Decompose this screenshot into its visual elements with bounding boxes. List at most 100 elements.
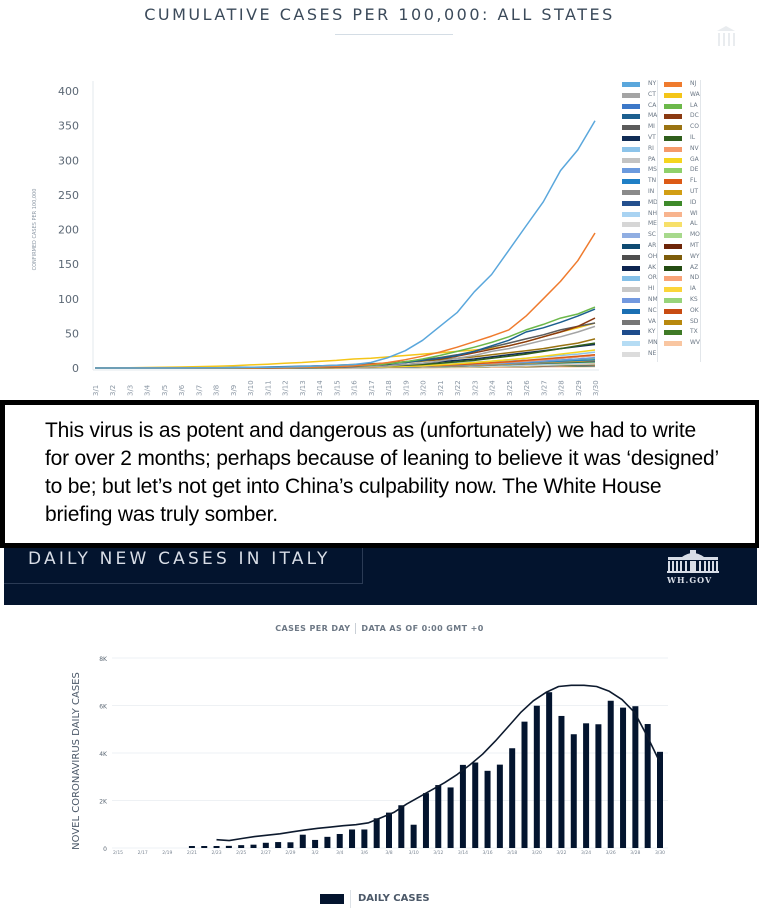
legend-swatch: [622, 330, 640, 336]
legend-swatch: [622, 103, 640, 109]
legend-label: PA: [648, 155, 656, 163]
x-tick-label: 3/4: [144, 384, 152, 396]
legend-label: MN: [648, 339, 658, 347]
x-tick-label: 3/2: [109, 385, 117, 396]
y-axis-label: CONFIRMED CASES PER 100,000: [32, 189, 38, 271]
wh-gov-label: WH.GOV: [667, 575, 713, 585]
x-tick-label: 3/26: [523, 380, 531, 396]
legend-label: NE: [648, 350, 657, 357]
legend-swatch: [622, 308, 640, 314]
italy-banner: DAILY NEW CASES IN ITALY WH.GOV: [4, 548, 757, 605]
x-tick-label: 3/26: [606, 850, 616, 856]
legend-label: HI: [648, 285, 655, 293]
x-tick-label: 3/10: [409, 850, 419, 856]
legend-swatch: [622, 233, 640, 239]
x-tick-label: 3/22: [454, 380, 462, 396]
bar-2-22: [201, 846, 208, 848]
legend-swatch: [664, 287, 682, 293]
x-tick-label: 2/15: [113, 850, 123, 856]
x-tick-label: 3/17: [368, 380, 376, 396]
bar-2-27: [262, 842, 269, 848]
legend-swatch: [664, 136, 682, 141]
legend-swatch: [664, 233, 682, 239]
legend-column-divider: [657, 80, 658, 362]
legend-swatch: [664, 330, 682, 336]
x-tick-label: 3/14: [458, 850, 468, 856]
y-tick-label: 150: [58, 258, 79, 271]
y-tick-label: 400: [58, 85, 79, 98]
legend-label: TN: [648, 177, 657, 185]
legend-swatch: [622, 179, 640, 185]
bar-3-27: [620, 707, 627, 848]
legend-swatch: [664, 222, 682, 228]
legend-swatch: [622, 136, 640, 141]
italy-chart-title: DAILY NEW CASES IN ITALY: [28, 549, 331, 569]
x-tick-label: 2/17: [138, 850, 148, 856]
legend-label-daily-cases: DAILY CASES: [358, 893, 430, 904]
legend-label: IL: [690, 134, 696, 141]
x-tick-label: 2/25: [236, 850, 246, 856]
y-tick-label: 0: [72, 362, 79, 375]
cumulative-chart-title: CUMULATIVE CASES PER 100,000: ALL STATES: [144, 5, 615, 24]
legend-label: TX: [690, 328, 698, 336]
y-tick-label: 4K: [99, 751, 108, 758]
legend-swatch: [664, 103, 682, 109]
bar-3-24: [583, 723, 590, 848]
bar-2-24: [225, 845, 232, 848]
legend-label: MT: [690, 242, 699, 249]
bar-3-25: [595, 724, 602, 848]
bar-3-9: [398, 805, 405, 848]
legend-swatch: [664, 265, 682, 271]
legend-label: OK: [690, 306, 699, 314]
x-tick-label: 3/6: [361, 850, 368, 856]
legend-label: ND: [690, 274, 700, 282]
bar-3-20: [533, 705, 540, 848]
x-tick-label: 3/4: [336, 850, 343, 856]
x-tick-label: 3/9: [230, 385, 238, 396]
bar-3-22: [558, 715, 565, 848]
series-line-ny: [95, 120, 596, 369]
legend-swatch: [622, 319, 640, 325]
bar-3-2: [312, 839, 319, 848]
y-axis-label: NOVEL CORONAVIRUS DAILY CASES: [71, 672, 82, 850]
legend-label: ID: [690, 198, 697, 206]
x-tick-label: 3/28: [630, 850, 640, 856]
legend-swatch: [664, 244, 682, 249]
legend-swatch: [664, 298, 682, 303]
bar-3-18: [509, 748, 516, 848]
legend-label: NC: [648, 306, 657, 314]
legend-swatch: [664, 92, 682, 98]
x-tick-label: 3/18: [385, 380, 393, 396]
x-tick-label: 2/19: [162, 850, 172, 856]
legend-swatch: [622, 244, 640, 249]
bar-2-25: [238, 845, 245, 848]
legend-label: CA: [648, 101, 657, 109]
x-tick-label: 3/27: [540, 380, 548, 396]
subhead-separator: [355, 623, 357, 634]
legend-label: MA: [648, 112, 658, 120]
legend-swatch: [664, 146, 682, 152]
x-tick-label: 3/25: [506, 380, 514, 396]
legend-swatch: [622, 82, 640, 87]
y-tick-label: 300: [58, 154, 79, 167]
legend-label: UT: [690, 188, 699, 195]
legend-label: VA: [648, 317, 656, 325]
y-tick-label: 8K: [99, 656, 108, 663]
legend-label: SD: [690, 317, 699, 325]
bar-3-16: [484, 770, 491, 848]
white-house-watermark-icon: [716, 24, 736, 48]
legend-swatch: [664, 308, 682, 314]
legend-label: WA: [690, 90, 700, 98]
x-tick-label: 3/24: [489, 380, 497, 396]
y-tick-label: 0: [103, 846, 107, 853]
bar-3-8: [386, 812, 392, 848]
legend-label: KS: [690, 296, 698, 303]
x-tick-label: 3/29: [575, 380, 583, 396]
commentary-text: This virus is as potent and dangerous as…: [45, 419, 719, 526]
legend-label: OH: [648, 252, 658, 260]
legend-swatch: [664, 179, 682, 185]
legend-swatch: [622, 298, 640, 303]
legend-label: MS: [648, 166, 657, 174]
bar-3-17: [496, 764, 503, 848]
bar-3-29: [644, 724, 651, 848]
